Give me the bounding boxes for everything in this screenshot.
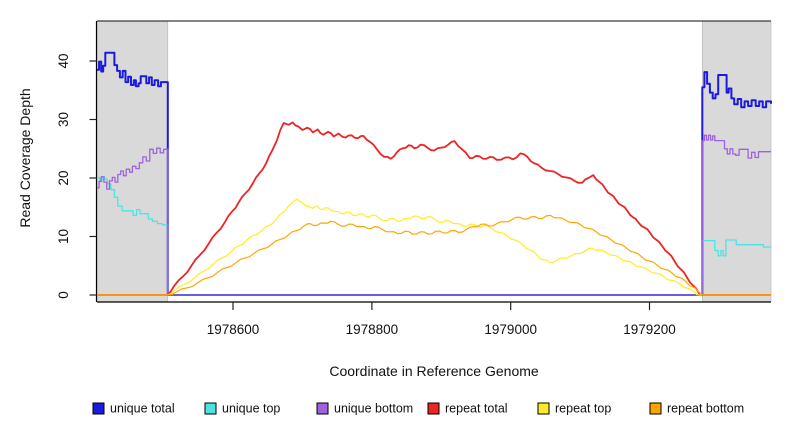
series-line-unique-top [97,176,771,296]
series-lines [97,51,772,296]
y-tick-label: 40 [56,53,71,68]
legend-label: repeat top [555,402,611,416]
legend-label: unique top [222,402,280,416]
legend-swatch-repeat-bottom [649,402,662,415]
legend-label: unique bottom [334,402,413,416]
shaded-region [701,20,772,303]
shaded-region [96,20,169,303]
x-axis-ticks: 1978600 1978800 1979000 1979200 [207,302,676,337]
y-axis-title: Read Coverage Depth [17,88,33,227]
x-tick-label: 1978600 [207,322,260,337]
series-line-repeat-top [97,198,771,296]
y-axis-ticks: 0 10 20 30 40 [56,53,97,299]
legend-label: unique total [110,402,175,416]
y-tick-label: 20 [56,170,71,185]
legend-label: repeat bottom [667,402,744,416]
legend-swatch-repeat-top [537,402,550,415]
shaded-repeat-regions [96,20,772,303]
legend-swatch-repeat-total [427,402,440,415]
legend: unique total unique top unique bottom repea… [92,402,744,416]
y-tick-label: 30 [56,112,71,127]
series-line-repeat-total [97,121,771,296]
legend-swatch-unique-bottom [316,402,329,415]
series-line-unique-bottom [97,134,771,296]
series-line-repeat-bottom [97,214,771,296]
x-tick-label: 1979000 [484,322,537,337]
legend-swatch-unique-total [92,402,105,415]
series-line-unique-total [97,51,772,296]
legend-label: repeat total [445,402,508,416]
y-tick-label: 10 [56,229,71,244]
x-axis-title: Coordinate in Reference Genome [329,363,539,379]
x-tick-label: 1978800 [346,322,399,337]
x-tick-label: 1979200 [623,322,676,337]
legend-swatch-unique-top [204,402,217,415]
y-tick-label: 0 [56,291,71,299]
